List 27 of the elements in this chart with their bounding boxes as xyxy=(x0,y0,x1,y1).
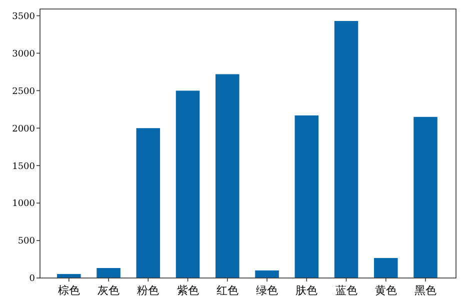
bar xyxy=(216,74,240,278)
bar xyxy=(176,90,200,278)
bar xyxy=(294,115,319,278)
x-tick-label: 紫色 xyxy=(176,284,199,297)
bar xyxy=(96,268,120,278)
y-tick-label: 1000 xyxy=(12,199,36,210)
y-tick-label: 3000 xyxy=(12,49,36,60)
bar xyxy=(255,270,279,278)
y-tick-label: 2500 xyxy=(12,86,36,97)
x-tick-label: 棕色 xyxy=(58,284,80,297)
x-tick-label: 蓝色 xyxy=(335,284,358,297)
x-tick-label: 黑色 xyxy=(414,284,436,297)
x-tick-label: 红色 xyxy=(216,284,238,297)
bar xyxy=(136,128,160,278)
y-tick-label: 500 xyxy=(18,236,36,247)
y-tick-label: 1500 xyxy=(12,162,36,172)
y-tick-label: 0 xyxy=(29,274,36,284)
bar xyxy=(334,20,358,278)
x-tick-label: 黄色 xyxy=(374,284,397,297)
bar xyxy=(374,258,398,278)
x-tick-label: 灰色 xyxy=(98,284,120,297)
bar xyxy=(414,116,438,278)
y-tick-label: 2000 xyxy=(12,124,36,134)
y-tick-label: 3500 xyxy=(12,12,36,22)
x-tick-label: 绿色 xyxy=(256,284,278,297)
x-tick-label: 粉色 xyxy=(137,284,160,297)
x-tick-label: 肤色 xyxy=(296,284,318,297)
